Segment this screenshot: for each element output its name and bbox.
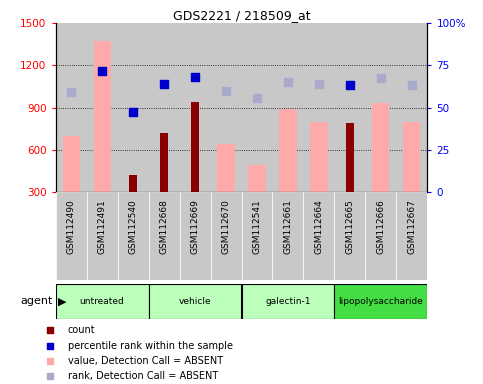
- Bar: [334, 192, 366, 280]
- Bar: [272, 23, 303, 192]
- Bar: [403, 122, 421, 192]
- Point: [67, 89, 75, 95]
- Bar: [334, 23, 366, 192]
- Text: GSM112664: GSM112664: [314, 199, 324, 254]
- Bar: [211, 192, 242, 280]
- Bar: [248, 165, 266, 192]
- Point: [299, 1, 307, 7]
- Point: [284, 79, 292, 85]
- Bar: [372, 103, 389, 192]
- Bar: [303, 23, 334, 192]
- Bar: [366, 23, 397, 192]
- Point: [253, 94, 261, 101]
- Text: GSM112661: GSM112661: [284, 199, 293, 254]
- Bar: [311, 122, 327, 192]
- Point: [98, 68, 106, 74]
- Point: [377, 75, 385, 81]
- Text: ▶: ▶: [58, 296, 67, 306]
- Bar: [346, 123, 355, 192]
- Text: galectin-1: galectin-1: [265, 297, 311, 306]
- Bar: [303, 192, 334, 280]
- Bar: [242, 23, 272, 192]
- Text: GSM112669: GSM112669: [190, 199, 199, 254]
- Text: GSM112491: GSM112491: [98, 199, 107, 254]
- Point: [191, 73, 199, 79]
- Text: rank, Detection Call = ABSENT: rank, Detection Call = ABSENT: [68, 371, 218, 381]
- Point: [129, 109, 137, 115]
- Bar: [366, 192, 397, 280]
- Text: GSM112670: GSM112670: [222, 199, 230, 254]
- Text: GSM112666: GSM112666: [376, 199, 385, 254]
- Point: [299, 280, 307, 286]
- Text: GSM112668: GSM112668: [159, 199, 169, 254]
- Point: [315, 81, 323, 87]
- Point: [160, 81, 168, 87]
- Bar: [242, 284, 334, 319]
- Bar: [56, 23, 86, 192]
- Bar: [217, 144, 235, 192]
- Bar: [334, 284, 427, 319]
- Text: percentile rank within the sample: percentile rank within the sample: [68, 341, 233, 351]
- Text: value, Detection Call = ABSENT: value, Detection Call = ABSENT: [68, 356, 223, 366]
- Bar: [56, 284, 149, 319]
- Bar: [180, 23, 211, 192]
- Bar: [191, 102, 199, 192]
- Bar: [397, 192, 427, 280]
- Bar: [62, 136, 80, 192]
- Title: GDS2221 / 218509_at: GDS2221 / 218509_at: [173, 9, 310, 22]
- Bar: [180, 192, 211, 280]
- Text: vehicle: vehicle: [179, 297, 212, 306]
- Text: untreated: untreated: [80, 297, 125, 306]
- Bar: [280, 109, 297, 192]
- Bar: [86, 192, 117, 280]
- Bar: [211, 23, 242, 192]
- Point: [299, 141, 307, 147]
- Bar: [94, 41, 111, 192]
- Text: lipopolysaccharide: lipopolysaccharide: [339, 297, 424, 306]
- Bar: [56, 192, 86, 280]
- Text: agent: agent: [21, 296, 53, 306]
- Bar: [160, 133, 169, 192]
- Point: [408, 82, 416, 88]
- Text: GSM112540: GSM112540: [128, 199, 138, 254]
- Text: GSM112541: GSM112541: [253, 199, 261, 254]
- Text: count: count: [68, 325, 95, 335]
- Bar: [149, 23, 180, 192]
- Bar: [117, 23, 149, 192]
- Bar: [117, 192, 149, 280]
- Bar: [242, 192, 272, 280]
- Text: GSM112667: GSM112667: [408, 199, 416, 254]
- Point: [346, 82, 354, 88]
- Bar: [86, 23, 117, 192]
- Bar: [397, 23, 427, 192]
- Bar: [149, 192, 180, 280]
- Text: GSM112665: GSM112665: [345, 199, 355, 254]
- Bar: [272, 192, 303, 280]
- Bar: [128, 175, 137, 192]
- Text: GSM112490: GSM112490: [67, 199, 75, 254]
- Bar: [149, 284, 242, 319]
- Point: [222, 88, 230, 94]
